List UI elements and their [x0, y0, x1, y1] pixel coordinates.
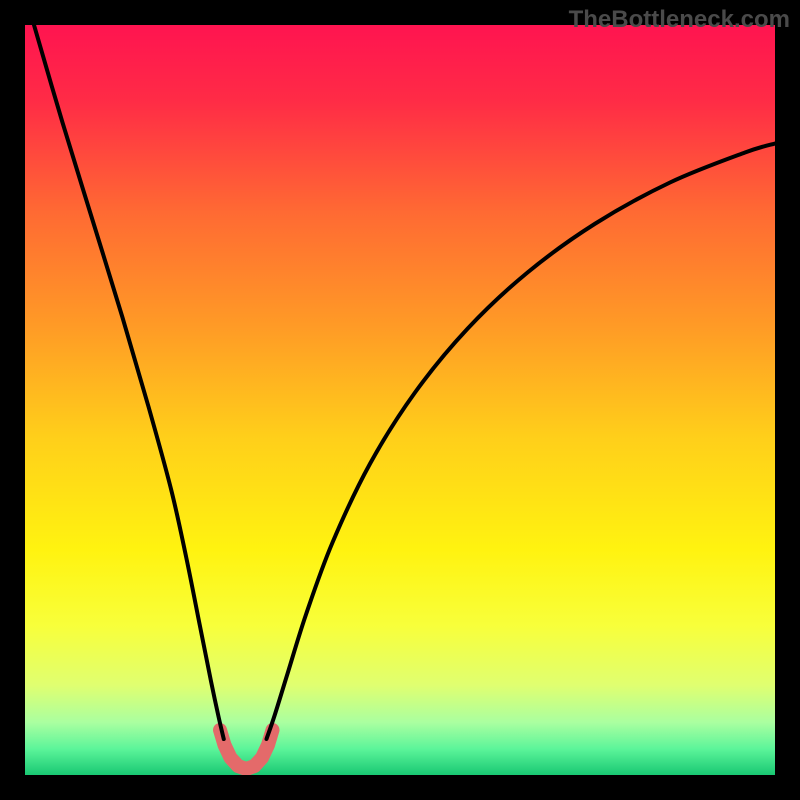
gradient-background — [25, 25, 775, 775]
plot-svg — [25, 25, 775, 775]
chart-frame: TheBottleneck.com — [0, 0, 800, 800]
watermark-text: TheBottleneck.com — [569, 6, 790, 34]
plot-area — [25, 25, 775, 775]
